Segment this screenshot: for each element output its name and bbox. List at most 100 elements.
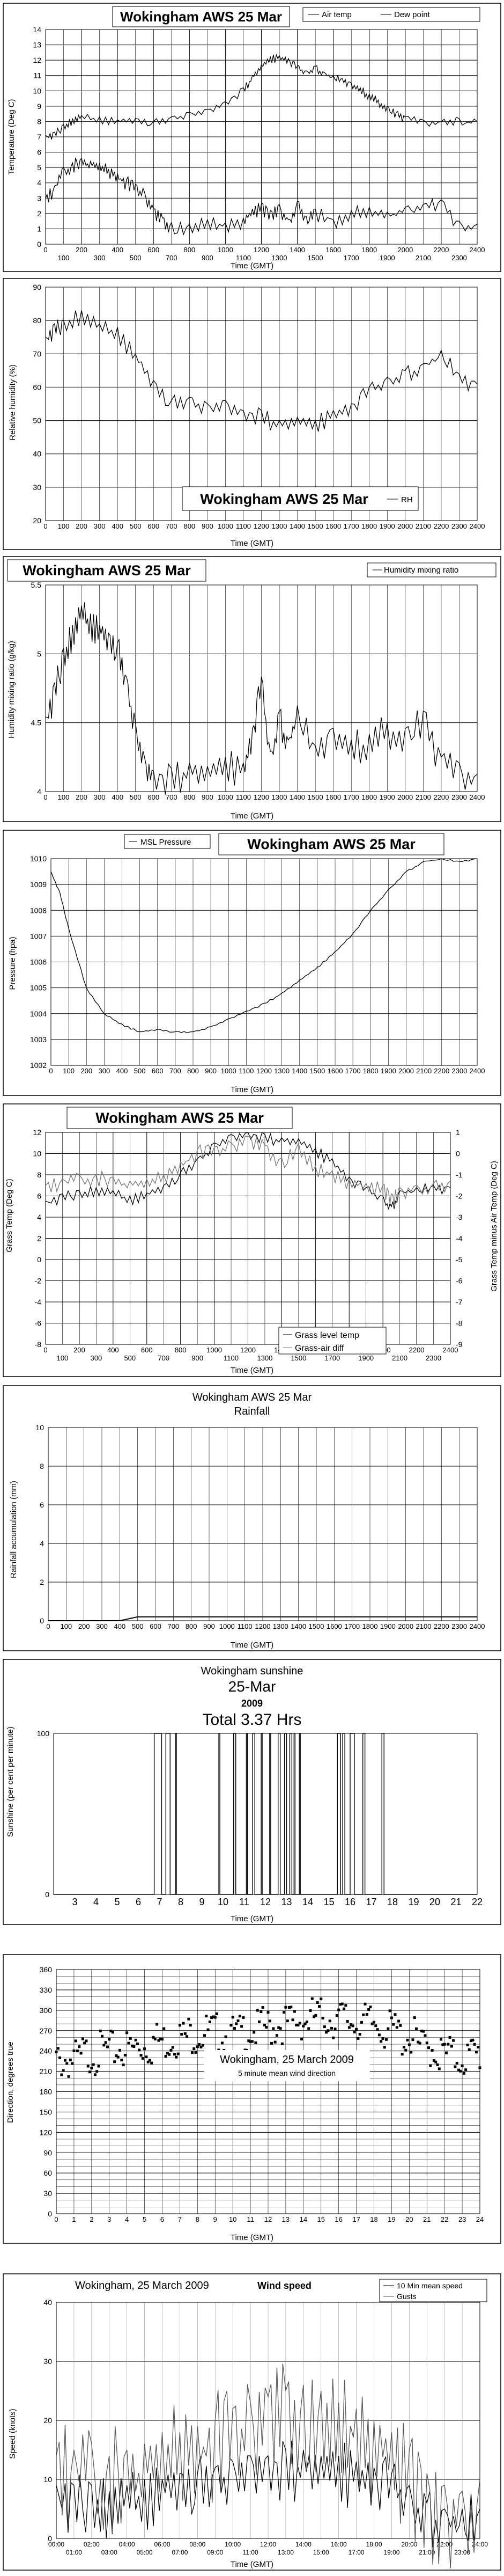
- x-tick-label: 300: [96, 1622, 108, 1630]
- data-point: [300, 2038, 303, 2041]
- data-point: [199, 2045, 203, 2048]
- x-tick-label: 1400: [290, 522, 305, 530]
- title-legend-box: [182, 486, 419, 511]
- data-point: [205, 2015, 208, 2018]
- x-tick-label: 200: [80, 1067, 92, 1075]
- x-tick-label: 200: [73, 1346, 85, 1354]
- data-point: [152, 2036, 155, 2039]
- data-point: [56, 2047, 60, 2050]
- data-point: [283, 2011, 286, 2014]
- data-point: [473, 2043, 476, 2046]
- legend-label-grass: Grass level temp: [295, 1331, 359, 1340]
- x-tick-label: 1500: [291, 1354, 306, 1362]
- x-tick-label: 1600: [328, 1067, 343, 1075]
- chart-subtitle: 5 minute mean wind direction: [238, 2069, 336, 2077]
- x-tick-label: 9: [213, 2215, 217, 2223]
- data-point: [434, 2060, 438, 2063]
- series-line: [45, 1136, 451, 1205]
- data-point: [97, 2065, 100, 2068]
- data-point: [297, 2024, 300, 2027]
- y-tick-label: 8: [40, 1462, 44, 1470]
- data-point: [440, 2038, 443, 2041]
- data-point: [136, 2042, 139, 2045]
- x-axis-label: Time (GMT): [231, 811, 273, 821]
- data-point: [132, 2045, 136, 2048]
- data-point: [131, 2044, 134, 2047]
- data-point: [367, 2008, 370, 2011]
- data-point: [470, 2039, 473, 2043]
- x-tick-label: 1500: [308, 793, 323, 801]
- series-line: [56, 2440, 480, 2548]
- chart-date: 25-Mar: [228, 1678, 276, 1695]
- y-tick-label: 10: [35, 1423, 44, 1432]
- data-point: [328, 2019, 331, 2023]
- x-tick-label: 20: [405, 2215, 413, 2223]
- x-tick-label: 600: [150, 1622, 161, 1630]
- data-point: [388, 2009, 391, 2012]
- data-point: [236, 2019, 240, 2022]
- x-tick-label: 2000: [397, 793, 413, 801]
- x-tick-label: 0: [43, 522, 47, 530]
- data-point: [217, 2048, 220, 2052]
- data-point: [113, 2060, 116, 2063]
- x-tick-label: 900: [202, 522, 213, 530]
- y-axis-label: Sunshine (per cent per minute): [6, 1726, 15, 1837]
- x-tick-label: 8: [196, 2215, 199, 2223]
- data-point: [210, 2016, 213, 2019]
- y-tick-label: -8: [35, 1340, 42, 1349]
- legend-label-air-temp: Air temp: [322, 10, 352, 19]
- data-point: [273, 2040, 277, 2044]
- x-tick-label: 21: [450, 1897, 461, 1907]
- x-tick-label: 400: [114, 1622, 125, 1630]
- data-point: [108, 2038, 111, 2041]
- x-tick-label: 10:00: [225, 2541, 241, 2548]
- y-tick-label: 13: [33, 41, 41, 49]
- data-point: [459, 2069, 462, 2073]
- x-tick-label: 800: [183, 522, 195, 530]
- data-point: [249, 2040, 252, 2043]
- data-point: [438, 2067, 441, 2070]
- x-tick-label: 1400: [291, 1622, 306, 1630]
- x-tick-label: 17: [352, 2215, 360, 2223]
- data-point: [106, 2045, 109, 2048]
- data-point: [288, 2006, 291, 2009]
- y2-tick-label: -2: [456, 1192, 463, 1201]
- y-tick-label: 7: [37, 133, 41, 141]
- data-point: [212, 2015, 215, 2018]
- data-point: [425, 2041, 428, 2045]
- x-axis-label: Time (GMT): [231, 261, 273, 270]
- data-point: [173, 2053, 176, 2056]
- x-tick-label: 2100: [416, 1067, 432, 1075]
- data-point: [351, 2024, 354, 2028]
- data-point: [337, 2008, 340, 2011]
- x-tick-label: 1100: [236, 793, 251, 801]
- title-box: [7, 559, 206, 582]
- data-point: [240, 2025, 243, 2028]
- x-tick-label: 21: [423, 2215, 431, 2223]
- x-tick-label: 1700: [344, 254, 359, 262]
- legend: [367, 562, 496, 577]
- legend-label-rh: RH: [401, 495, 413, 504]
- y-tick-label: 330: [40, 1986, 53, 1994]
- data-point: [397, 2019, 401, 2023]
- y-tick-label: 14: [33, 25, 41, 34]
- data-point: [374, 2024, 377, 2028]
- chart-title: Wokingham, 25 March 2009: [220, 2054, 354, 2066]
- x-tick-label: 500: [132, 1622, 144, 1630]
- data-point: [99, 2029, 102, 2032]
- y-tick-label: 1010: [30, 854, 47, 863]
- data-point: [325, 2031, 328, 2034]
- x-tick-label: 06:00: [154, 2541, 170, 2548]
- chart-title2: Wind speed: [257, 2280, 312, 2291]
- data-point: [166, 2052, 169, 2055]
- data-point: [90, 2066, 93, 2069]
- series-line: [45, 310, 478, 432]
- x-axis-label: Time (GMT): [231, 1366, 273, 1375]
- data-point: [464, 2068, 468, 2072]
- data-point: [475, 2051, 478, 2054]
- plot-area: [50, 858, 478, 1066]
- data-point: [85, 2039, 88, 2043]
- y-tick-label: 360: [40, 1965, 53, 1974]
- x-tick-label: 20: [429, 1897, 440, 1907]
- data-point: [309, 2009, 312, 2012]
